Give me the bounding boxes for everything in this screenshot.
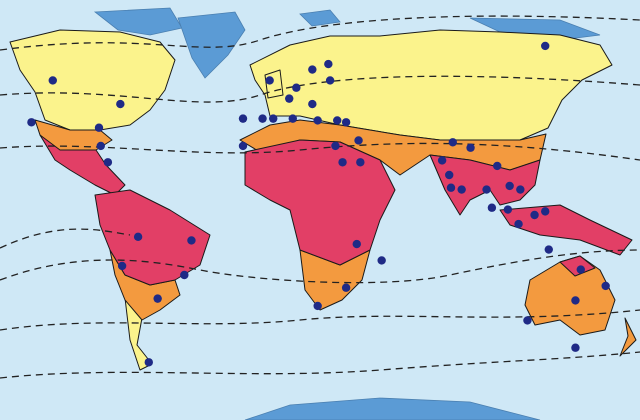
city-point: [493, 161, 502, 171]
city-point: [313, 301, 322, 311]
city-point: [530, 210, 539, 220]
city-point: [541, 207, 550, 216]
new-zealand: [619, 317, 637, 357]
city-point: [356, 158, 365, 167]
city-point: [571, 296, 580, 305]
city-point: [354, 136, 363, 145]
city-point: [187, 236, 196, 245]
city-point: [341, 118, 351, 127]
boundary-line: [0, 75, 640, 103]
boundary-line: [0, 228, 131, 249]
arctic-islands: [93, 7, 183, 36]
city-point: [505, 181, 514, 191]
city-point: [96, 141, 105, 151]
city-point: [541, 41, 550, 51]
south-america-north: [94, 189, 211, 286]
arctic-russia: [469, 17, 601, 41]
greenland: [177, 11, 246, 79]
city-point: [516, 185, 525, 194]
city-point: [514, 219, 523, 229]
city-point: [601, 281, 610, 291]
city-point: [341, 283, 351, 292]
city-point: [571, 343, 580, 352]
city-point: [457, 185, 466, 194]
city-point: [377, 256, 386, 265]
city-point: [180, 270, 189, 280]
city-point: [238, 141, 248, 151]
city-point: [153, 294, 162, 303]
city-point: [466, 143, 475, 152]
africa: [244, 139, 396, 266]
city-point: [27, 118, 36, 127]
city-point: [324, 59, 333, 69]
city-point: [48, 76, 57, 85]
city-points: [27, 41, 610, 367]
svalbard: [299, 9, 341, 27]
city-point: [285, 94, 294, 103]
city-point: [117, 261, 127, 271]
city-point: [308, 99, 317, 109]
boundary-line: [0, 309, 640, 331]
city-point: [103, 158, 113, 167]
boundary-line: [0, 15, 640, 51]
city-point: [331, 141, 340, 151]
city-point: [116, 99, 125, 109]
north-america: [9, 29, 176, 131]
city-point: [448, 138, 457, 147]
temperate-zone: [9, 29, 613, 371]
city-point: [333, 116, 342, 125]
city-point: [313, 116, 322, 125]
city-point: [133, 232, 143, 242]
city-point: [446, 183, 456, 192]
city-point: [325, 76, 335, 85]
south-asia: [429, 154, 541, 216]
polar-ice: [93, 7, 601, 420]
city-point: [503, 205, 513, 214]
city-point: [292, 83, 301, 92]
city-point: [258, 114, 267, 123]
city-point: [352, 239, 361, 249]
city-point: [308, 65, 317, 74]
city-point: [482, 185, 491, 194]
city-point: [238, 114, 248, 123]
city-point: [487, 203, 497, 212]
city-point: [544, 245, 553, 254]
city-point: [265, 76, 274, 85]
city-point: [144, 358, 153, 367]
boundary-line: [0, 249, 640, 284]
boundary-line: [0, 351, 640, 379]
city-point: [523, 316, 532, 325]
north-australia: [559, 255, 596, 277]
city-point: [576, 265, 585, 274]
city-point: [437, 156, 447, 165]
city-point: [269, 114, 278, 123]
city-point: [94, 123, 104, 132]
antarctica: [244, 397, 541, 420]
city-point: [338, 158, 347, 167]
city-point: [445, 170, 454, 180]
city-point: [288, 114, 297, 123]
central-america: [39, 134, 126, 196]
